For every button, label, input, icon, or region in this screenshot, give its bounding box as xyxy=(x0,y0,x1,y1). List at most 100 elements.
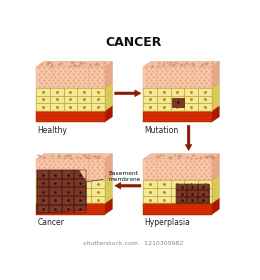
Bar xyxy=(77,180,91,188)
Bar xyxy=(198,196,212,204)
Bar xyxy=(157,103,171,111)
Bar xyxy=(171,88,184,95)
Polygon shape xyxy=(36,154,112,159)
Polygon shape xyxy=(212,154,219,180)
Bar xyxy=(198,190,209,197)
Bar xyxy=(91,196,105,204)
Bar xyxy=(36,88,105,111)
Bar xyxy=(50,180,64,188)
Bar xyxy=(77,188,91,196)
Bar xyxy=(143,67,212,88)
Polygon shape xyxy=(212,175,219,204)
Bar xyxy=(74,205,86,213)
Text: Healthy: Healthy xyxy=(37,126,67,135)
Bar xyxy=(91,188,105,196)
Bar xyxy=(36,196,50,204)
Bar xyxy=(198,103,212,111)
Bar xyxy=(74,179,86,188)
Polygon shape xyxy=(105,154,112,180)
Bar xyxy=(143,111,212,122)
Bar xyxy=(37,170,49,179)
Bar xyxy=(143,95,157,103)
Bar xyxy=(36,188,50,196)
Bar xyxy=(184,188,198,196)
Bar xyxy=(36,180,105,204)
Polygon shape xyxy=(105,198,112,214)
Bar xyxy=(37,179,49,188)
Bar xyxy=(187,197,198,204)
Bar xyxy=(143,159,212,180)
Bar xyxy=(184,88,198,95)
Bar xyxy=(143,88,157,95)
Bar xyxy=(64,188,77,196)
Bar xyxy=(143,180,157,188)
Polygon shape xyxy=(212,82,219,111)
Bar xyxy=(64,95,77,103)
Polygon shape xyxy=(115,182,141,189)
Bar xyxy=(184,196,198,204)
Bar xyxy=(49,196,62,205)
Bar xyxy=(176,184,187,190)
Bar xyxy=(157,180,171,188)
Bar xyxy=(36,88,50,95)
Bar xyxy=(36,67,105,88)
Bar xyxy=(171,180,184,188)
Bar xyxy=(36,204,105,214)
Bar xyxy=(91,95,105,103)
Bar xyxy=(37,205,49,213)
Polygon shape xyxy=(105,61,112,88)
Bar xyxy=(176,190,187,197)
Bar xyxy=(198,88,212,95)
Bar xyxy=(143,204,212,214)
Bar xyxy=(50,88,64,95)
Bar xyxy=(198,95,212,103)
Text: Hyperplasia: Hyperplasia xyxy=(144,218,190,227)
Bar xyxy=(50,188,64,196)
Bar xyxy=(172,98,184,107)
Bar xyxy=(64,180,77,188)
Polygon shape xyxy=(143,154,219,159)
Bar xyxy=(37,196,49,205)
Bar xyxy=(36,180,50,188)
Polygon shape xyxy=(212,106,219,122)
Polygon shape xyxy=(115,90,141,97)
Bar xyxy=(198,184,209,190)
Bar xyxy=(62,196,74,205)
Bar xyxy=(64,88,77,95)
Bar xyxy=(91,103,105,111)
Bar xyxy=(184,180,198,188)
Bar xyxy=(74,170,86,179)
Bar xyxy=(157,188,171,196)
Bar xyxy=(74,196,86,205)
Bar xyxy=(49,179,62,188)
Bar xyxy=(64,103,77,111)
Bar xyxy=(143,180,212,204)
Polygon shape xyxy=(105,106,112,122)
Bar xyxy=(91,88,105,95)
Bar xyxy=(171,95,184,103)
Bar xyxy=(49,188,62,196)
Text: CANCER: CANCER xyxy=(105,36,161,49)
Bar xyxy=(187,184,198,190)
Bar xyxy=(198,197,209,204)
Bar xyxy=(91,180,105,188)
Bar xyxy=(157,95,171,103)
Bar xyxy=(36,103,50,111)
Text: shutterstock.com · 1210305982: shutterstock.com · 1210305982 xyxy=(83,241,184,246)
Polygon shape xyxy=(212,61,219,88)
Bar xyxy=(198,180,212,188)
Bar xyxy=(184,95,198,103)
Bar xyxy=(77,88,91,95)
Bar xyxy=(171,103,184,111)
Bar xyxy=(157,196,171,204)
Bar xyxy=(37,188,49,196)
Bar xyxy=(143,188,157,196)
Bar xyxy=(187,190,198,197)
Bar xyxy=(36,159,105,180)
Bar xyxy=(50,196,64,204)
Bar xyxy=(62,179,74,188)
Bar xyxy=(62,170,74,179)
Bar xyxy=(171,196,184,204)
Bar xyxy=(77,103,91,111)
Bar xyxy=(62,205,74,213)
